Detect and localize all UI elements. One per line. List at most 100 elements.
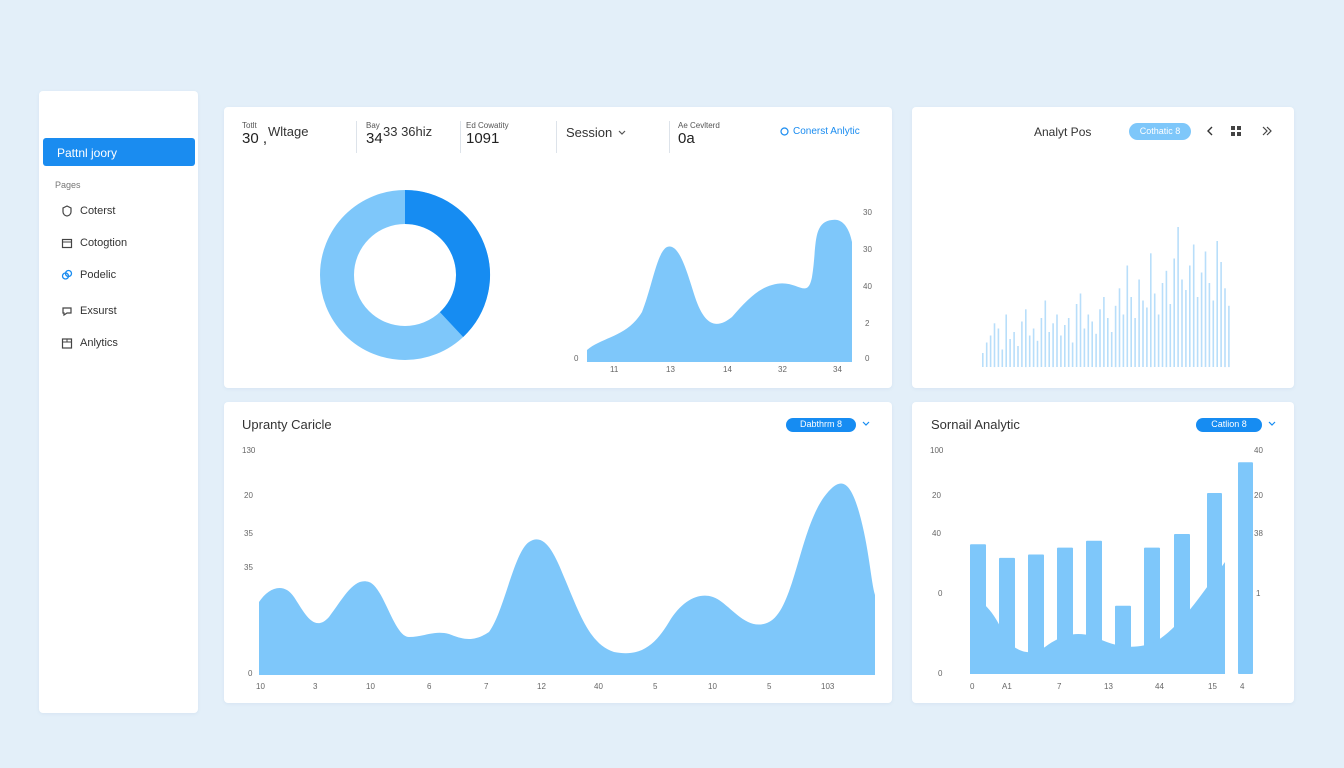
bar <box>1212 300 1215 367</box>
bar <box>1220 262 1222 367</box>
bar <box>1017 346 1019 367</box>
divider <box>356 121 357 153</box>
bar <box>1142 300 1144 367</box>
y-tick: 40 <box>932 529 941 538</box>
stat-value: 30 , <box>242 130 268 147</box>
y-tick: 35 <box>244 563 253 572</box>
x-tick: 7 <box>484 682 489 691</box>
sidebar-item-active[interactable]: Pattnl joory <box>43 138 195 166</box>
bar <box>1138 279 1140 367</box>
stat-extra: Wltage <box>268 124 309 139</box>
x-tick: A1 <box>1002 682 1012 691</box>
bar <box>1040 318 1043 367</box>
bar <box>1110 332 1113 367</box>
x-tick: 10 <box>366 682 375 691</box>
bar-line-chart <box>970 462 1253 674</box>
bar <box>1075 304 1078 367</box>
y-tick: 30 <box>863 208 872 217</box>
grid-icon[interactable] <box>1231 126 1241 136</box>
bar <box>1028 554 1044 674</box>
bar <box>1204 251 1207 367</box>
dabthrm-pill[interactable]: Dabthrm 8 <box>786 418 856 432</box>
bar <box>1150 253 1152 368</box>
bar <box>1028 335 1031 367</box>
bar <box>1216 241 1218 367</box>
bar <box>1161 283 1164 367</box>
x-tick: 12 <box>537 682 546 691</box>
sidebar-item-label: Podelic <box>80 269 117 281</box>
chevron-down-icon <box>618 130 626 135</box>
sidebar-item-anlytics[interactable]: Anlytics <box>61 337 118 349</box>
y-tick: 0 <box>938 589 943 598</box>
sidebar-item-podelic[interactable]: Podelic <box>61 269 116 281</box>
x-tick: 5 <box>653 682 658 691</box>
bar <box>1228 305 1230 368</box>
bar <box>1146 307 1148 367</box>
sidebar-item-label: Anlytics <box>80 337 118 349</box>
bar <box>1009 339 1011 367</box>
bar <box>989 335 992 367</box>
chevron-down-icon[interactable] <box>1268 421 1276 427</box>
x-tick: 40 <box>594 682 603 691</box>
sidebar-item-exsurst[interactable]: Exsurst <box>61 305 117 317</box>
circle-icon <box>780 127 789 136</box>
bar <box>1130 297 1132 367</box>
x-tick: 10 <box>708 682 717 691</box>
bar <box>1091 321 1093 367</box>
stat-value: 0a <box>678 130 695 147</box>
analyt-pos-card: Analyt Pos Cothatic 8 <box>912 107 1294 388</box>
x-tick: 0 <box>970 682 975 691</box>
bar <box>1064 325 1066 367</box>
bar <box>1056 314 1058 367</box>
bar <box>1052 323 1054 368</box>
content-analytic-link[interactable]: Conerst Anlytic <box>780 126 860 137</box>
stat-extra: 33 36hiz <box>383 124 433 139</box>
x-tick: 34 <box>833 365 842 374</box>
chevron-left-icon[interactable] <box>1206 126 1214 136</box>
x-tick: 13 <box>1104 682 1113 691</box>
x-tick: 14 <box>723 365 732 374</box>
stat-label: Totlt <box>242 121 257 130</box>
bar <box>1208 283 1211 367</box>
bar <box>1067 318 1070 367</box>
chevron-down-icon[interactable] <box>862 421 870 427</box>
bar <box>1196 297 1199 367</box>
stat-value: 34 <box>366 130 383 147</box>
sidebar: Pattnl joory Pages Coterst Cotogtion Pod… <box>39 91 198 713</box>
bar <box>1099 309 1101 368</box>
bar <box>1036 340 1039 368</box>
session-label: Session <box>566 125 613 140</box>
sidebar-item-coterst[interactable]: Coterst <box>61 205 115 217</box>
cothatic-pill[interactable]: Cothatic 8 <box>1129 123 1191 140</box>
bar <box>1107 318 1109 367</box>
catlion-pill[interactable]: Catlion 8 <box>1196 418 1262 432</box>
x-tick: 103 <box>821 682 835 691</box>
bar <box>1153 293 1156 367</box>
bar <box>1013 332 1015 367</box>
area-series <box>970 562 1225 674</box>
y-tick: 20 <box>244 491 253 500</box>
bar <box>997 328 1000 367</box>
x-tick: 13 <box>666 365 675 374</box>
bar <box>1060 335 1062 367</box>
bar <box>1224 288 1226 368</box>
x-tick: 11 <box>610 365 619 374</box>
bar <box>1001 349 1004 367</box>
x-tick: 5 <box>767 682 772 691</box>
session-dropdown[interactable]: Session <box>566 125 626 140</box>
double-chevron-right-icon[interactable] <box>1262 126 1272 136</box>
bar <box>1173 258 1175 367</box>
bar <box>1200 272 1203 367</box>
y-tick: 0 <box>938 669 943 678</box>
bar <box>1122 314 1125 367</box>
bar <box>1048 332 1050 367</box>
bar <box>1192 244 1195 367</box>
chat-icon <box>62 307 72 317</box>
link-label: Conerst Anlytic <box>793 126 860 137</box>
box-icon <box>61 338 73 349</box>
bar <box>1087 314 1090 367</box>
donut-slice-dark <box>404 190 490 337</box>
sidebar-item-cotogtion[interactable]: Cotogtion <box>61 237 127 249</box>
x-tick: 7 <box>1057 682 1062 691</box>
link-icon <box>61 269 73 280</box>
